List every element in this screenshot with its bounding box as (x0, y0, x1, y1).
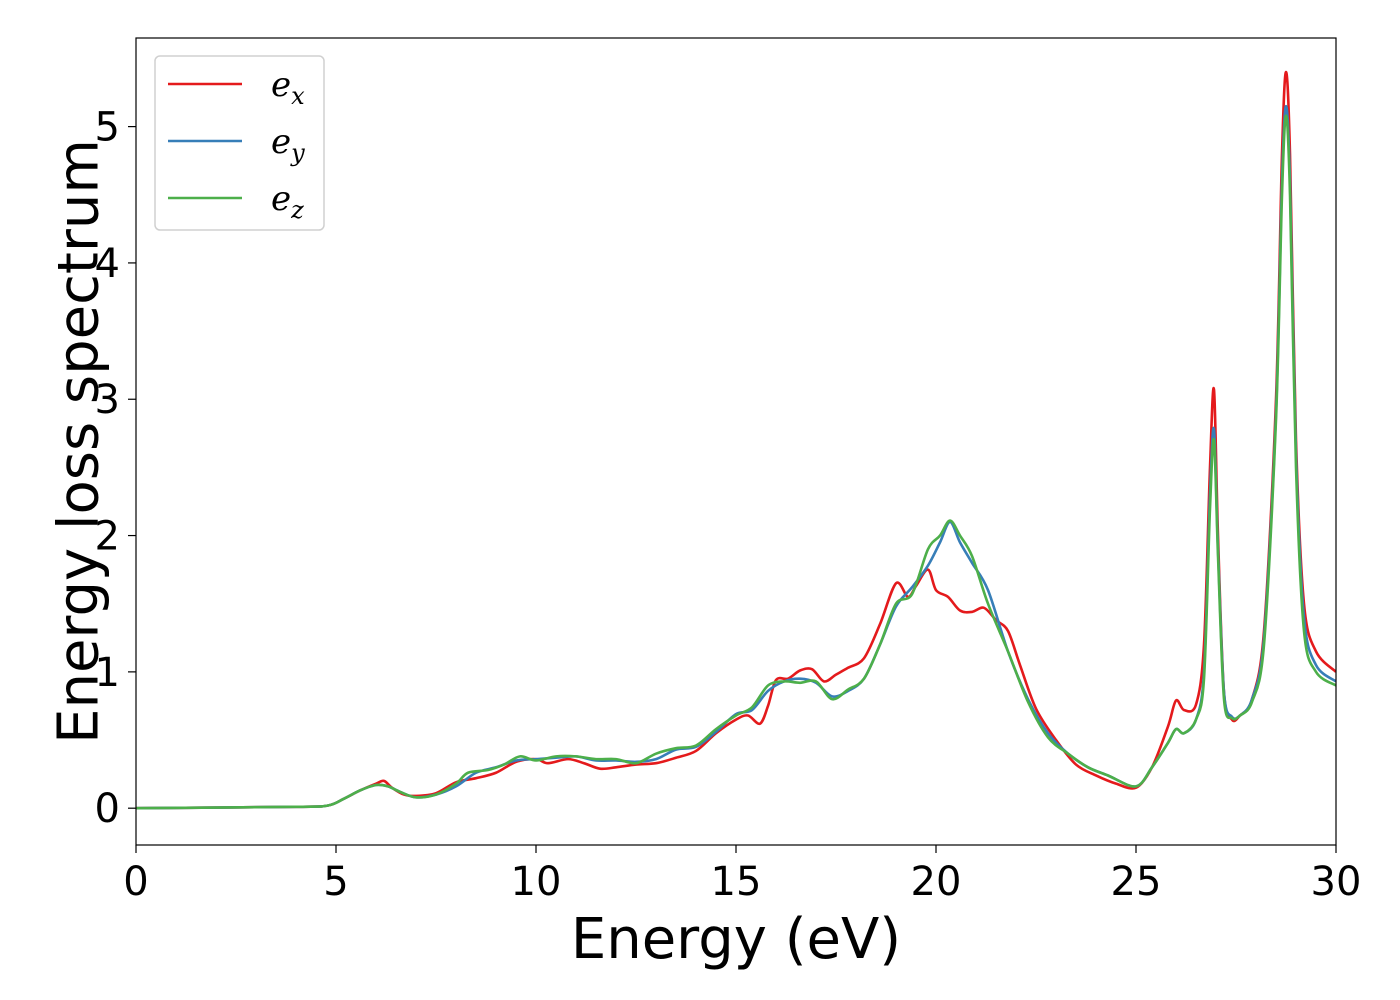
x-tick-label: 5 (323, 859, 348, 905)
x-tick-label: 25 (1111, 859, 1162, 905)
y-tick-label: 0 (95, 786, 120, 832)
x-tick-label: 30 (1311, 859, 1362, 905)
x-tick-label: 15 (711, 859, 762, 905)
y-tick-label: 1 (95, 650, 120, 696)
x-axis-label: Energy (eV) (571, 907, 901, 972)
y-tick-label: 4 (95, 241, 120, 287)
x-tick-label: 10 (511, 859, 562, 905)
legend-box (154, 55, 325, 231)
x-tick-label: 0 (123, 859, 148, 905)
y-tick-label: 2 (95, 514, 120, 560)
y-axis: 0 1 2 3 4 5 (95, 105, 136, 832)
y-tick-label: 5 (95, 105, 120, 151)
x-tick-label: 20 (911, 859, 962, 905)
y-axis-label: Energy loss spectrum (47, 139, 112, 744)
y-tick-label: 3 (95, 377, 120, 423)
plot-area (136, 70, 1336, 810)
series-line-z (136, 114, 1336, 810)
x-axis: 0 5 10 15 20 25 30 (123, 845, 1361, 905)
